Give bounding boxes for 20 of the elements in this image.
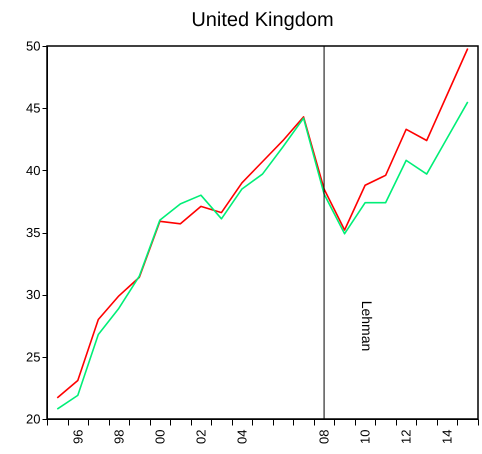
y-tick-label: 50 [26,38,40,54]
x-tick-label: 98 [111,430,126,444]
y-tick-label: 30 [26,287,40,302]
x-tick-label: 02 [193,430,208,444]
x-tick-label: 10 [358,430,373,444]
x-tick-label: 04 [234,430,250,444]
y-tick-label: 25 [26,349,40,364]
y-tick-label: 20 [26,412,40,426]
x-tick-label: 12 [398,430,414,444]
ref-line-label: Lehman [359,300,376,352]
x-tick-label: 14 [440,430,455,444]
y-tick-label: 35 [26,225,40,240]
y-tick-label: 40 [26,162,40,178]
line-series [56,101,469,410]
y-tick-label: 45 [26,100,40,116]
x-tick-label: 96 [70,430,86,444]
chart-title: United Kingdom [191,9,334,31]
x-tick-label: 08 [316,430,332,444]
line-series [56,48,469,399]
x-tick-label: 00 [152,430,168,444]
